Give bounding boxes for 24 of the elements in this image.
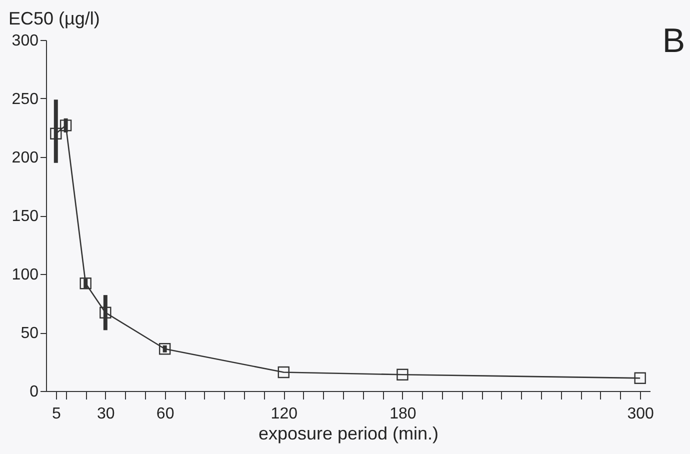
x-tick-label: 30: [97, 406, 115, 422]
x-tick-label: 180: [390, 406, 416, 422]
point: [80, 278, 92, 290]
point: [60, 120, 72, 132]
y-tick-label: 300: [12, 32, 39, 50]
y-tick-label: 150: [12, 208, 39, 225]
y-tick-label: 0: [30, 384, 39, 400]
x-tick-label: 5: [52, 406, 61, 422]
y-axis-title: EC50 (µg/l): [8, 8, 100, 28]
x-axis-title: exposure period (min.): [258, 424, 439, 444]
text: B: [662, 22, 685, 60]
x-tick-label: 300: [627, 406, 654, 422]
y-tick-label: 50: [20, 325, 39, 342]
point: [100, 306, 112, 318]
y-tick-label: 200: [12, 150, 39, 166]
x-tick-label: 120: [270, 406, 298, 422]
point: [158, 343, 171, 355]
point: [634, 372, 646, 384]
point: [396, 368, 408, 380]
y-tick-label: 100: [12, 266, 39, 284]
x-tick-label: 60: [156, 406, 174, 422]
point: [50, 128, 62, 140]
y-tick-label: 250: [12, 91, 39, 108]
point: [278, 366, 290, 378]
